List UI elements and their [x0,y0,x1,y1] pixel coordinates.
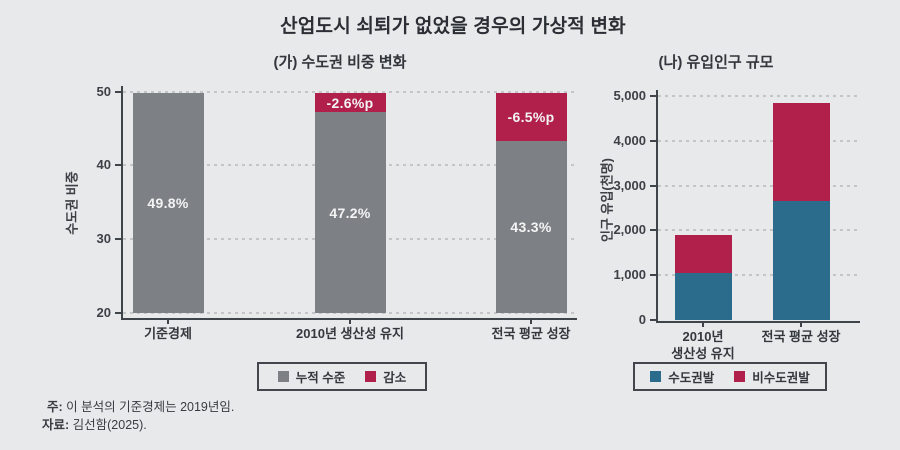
legend-item: 감소 [365,367,406,386]
legend-swatch-icon [277,371,289,382]
x-tick [800,321,802,327]
y-tick-label: 50 [96,83,111,99]
gridline [123,164,575,167]
x-tick [167,319,169,324]
y-tick-label: 20 [96,305,111,320]
y-tick-label: 4,000 [613,132,646,148]
gridline [658,95,858,97]
source-label: 자료: [42,418,70,432]
figure-title: 산업도시 쇠퇴가 없었을 경우의 가상적 변화 [280,16,626,37]
gridline [123,312,575,314]
x-axis-line [121,318,577,320]
y-tick [650,184,658,187]
legend-label: 누적 수준 [295,371,346,385]
bar-segment-base-0 [674,272,732,320]
bar-value-label: -6.5%p [507,108,555,125]
figure-note: 주: 이 분석의 기준경제는 2019년임. [47,396,234,415]
panel-b-title: (나) 유입인구 규모 [658,54,774,71]
x-category-label: 2010년 생산성 유지 [296,326,404,341]
gridline [123,90,575,93]
y-axis-line [656,90,658,322]
y-tick-label: 0 [638,312,646,327]
x-tick [702,321,704,327]
bar-value-label: 43.3% [510,218,552,235]
panel-a-title: (가) 수도권 비중 변화 [273,54,407,71]
legend-swatch-icon [365,371,377,382]
y-tick [650,95,658,97]
legend-swatch-icon [734,371,746,382]
bar-segment-base-1 [772,201,830,320]
y-tick-label: 1,000 [613,267,646,283]
y-tick-label: 5,000 [613,88,646,103]
y-tick [650,139,658,142]
y-tick [115,164,123,167]
x-tick [530,319,532,324]
gridline [658,184,858,187]
x-category-label: 기준경제 [144,326,192,341]
legend-item: 비수도권발 [734,367,810,386]
legend-label: 감소 [383,371,407,385]
gridline [658,229,858,232]
y-tick [650,229,658,232]
source-text: 김선함(2025). [69,418,147,432]
x-axis-line [656,320,860,323]
gridline [123,238,575,241]
panel-b-legend: 수도권발 비수도권발 [633,362,827,391]
panel-a-y-axis-label: 수도권 비중 [64,171,80,235]
y-tick [115,312,123,314]
y-tick [650,319,658,321]
gridline [658,274,858,277]
legend-label: 수도권발 [668,371,715,385]
note-text: 이 분석의 기준경제는 2019년임. [62,400,235,414]
x-tick [349,319,351,324]
x-category-label: 전국 평균 성장 [491,326,571,341]
legend-swatch-icon [650,371,662,382]
bar-segment-base-1 [314,112,386,313]
panel-b-y-axis-label: 인구 유입(천명) [599,157,615,243]
y-tick [650,274,658,277]
y-axis-line [121,85,123,319]
bar-value-label: 47.2% [329,204,371,221]
y-tick [115,238,123,241]
panel-a-legend: 누적 수준 감소 [257,362,427,391]
bar-segment-base-0 [132,92,204,313]
bar-segment-top-1 [314,92,386,113]
bar-segment-top-2 [495,92,567,141]
bar-segment-top-0 [674,234,732,273]
figure-source: 자료: 김선함(2025). [42,414,147,433]
legend-item: 누적 수준 [277,367,346,386]
note-label: 주: [47,400,63,414]
bar-segment-base-2 [495,140,567,313]
legend-item: 수도권발 [650,367,714,386]
bar-segment-top-1 [772,102,830,202]
x-category-label: 전국 평균 성장 [761,328,841,344]
bar-value-label: 49.8% [147,194,189,211]
y-tick [115,90,123,93]
bar-value-label: -2.6%p [326,94,374,111]
gridline [658,139,858,142]
legend-label: 비수도권발 [752,371,810,385]
x-category-label: 2010년 생산성 유지 [671,328,735,362]
